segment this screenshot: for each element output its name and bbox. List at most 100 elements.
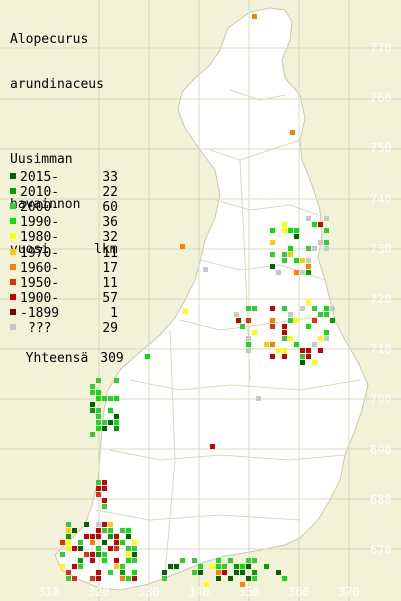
observation-marker bbox=[102, 558, 107, 563]
observation-marker bbox=[306, 300, 311, 305]
observation-marker bbox=[96, 528, 101, 533]
observation-marker bbox=[264, 342, 269, 347]
observation-marker bbox=[192, 558, 197, 563]
observation-marker bbox=[216, 576, 221, 581]
observation-marker bbox=[288, 246, 293, 251]
observation-marker bbox=[72, 546, 77, 551]
observation-marker bbox=[240, 324, 245, 329]
observation-marker bbox=[306, 216, 311, 221]
observation-marker bbox=[102, 552, 107, 557]
y-axis-label: 760 bbox=[370, 91, 392, 106]
observation-marker bbox=[246, 576, 251, 581]
x-axis-label: 340 bbox=[188, 585, 210, 599]
observation-marker bbox=[114, 378, 119, 383]
legend-label: 1960- bbox=[20, 260, 60, 276]
observation-marker bbox=[84, 534, 89, 539]
observation-marker bbox=[72, 576, 77, 581]
observation-marker bbox=[240, 564, 245, 569]
observation-marker bbox=[60, 564, 65, 569]
legend-row: 2010- 22 bbox=[10, 185, 118, 200]
legend-label: 1950- bbox=[20, 275, 60, 291]
observation-marker bbox=[162, 570, 167, 575]
observation-marker bbox=[132, 570, 137, 575]
observation-markers bbox=[60, 14, 335, 587]
observation-marker bbox=[318, 348, 323, 353]
observation-marker bbox=[78, 540, 83, 545]
x-axis-label: 330 bbox=[138, 585, 160, 599]
observation-marker bbox=[96, 426, 101, 431]
observation-marker bbox=[126, 528, 131, 533]
y-axis-label: 680 bbox=[370, 492, 392, 507]
observation-marker bbox=[132, 546, 137, 551]
observation-marker bbox=[90, 540, 95, 545]
observation-marker bbox=[282, 348, 287, 353]
legend-label: 2010- bbox=[20, 185, 60, 201]
observation-marker bbox=[203, 267, 208, 272]
observation-marker bbox=[256, 396, 261, 401]
observation-marker bbox=[132, 558, 137, 563]
observation-marker bbox=[90, 552, 95, 557]
observation-marker bbox=[108, 522, 113, 527]
observation-marker bbox=[108, 546, 113, 551]
observation-marker bbox=[96, 408, 101, 413]
observation-marker bbox=[252, 558, 257, 563]
observation-marker bbox=[66, 522, 71, 527]
observation-marker bbox=[102, 480, 107, 485]
observation-marker bbox=[78, 564, 83, 569]
observation-marker bbox=[270, 306, 275, 311]
legend-swatch bbox=[10, 188, 16, 195]
x-axis-label: 350 bbox=[238, 585, 260, 599]
legend-total-label: Yhteensä bbox=[25, 351, 89, 366]
observation-marker bbox=[312, 318, 317, 323]
observation-marker bbox=[324, 336, 329, 341]
observation-marker bbox=[246, 564, 251, 569]
y-axis-label: 720 bbox=[370, 292, 392, 306]
species-title-line1: Alopecurus bbox=[10, 32, 89, 47]
legend-count: 33 bbox=[102, 170, 118, 185]
y-axis-label: 730 bbox=[370, 241, 392, 256]
observation-marker bbox=[228, 558, 233, 563]
legend-swatch bbox=[10, 203, 16, 210]
observation-marker bbox=[294, 228, 299, 233]
legend-heading: Uusimman havainnon vuosi lkm bbox=[10, 122, 118, 272]
observation-marker bbox=[294, 234, 299, 239]
observation-marker bbox=[282, 228, 287, 233]
legend-row: 2015- 33 bbox=[10, 170, 118, 185]
observation-marker bbox=[324, 306, 329, 311]
x-axis-label: 370 bbox=[338, 585, 360, 599]
legend-swatch bbox=[10, 233, 16, 240]
observation-marker bbox=[252, 330, 257, 335]
observation-marker bbox=[240, 570, 245, 575]
legend-count: 17 bbox=[102, 260, 118, 276]
legend-row: 2000- 60 bbox=[10, 200, 118, 215]
observation-marker bbox=[204, 582, 209, 587]
observation-marker bbox=[306, 264, 311, 269]
observation-marker bbox=[282, 222, 287, 227]
observation-marker bbox=[270, 240, 275, 245]
observation-marker bbox=[246, 342, 251, 347]
observation-marker bbox=[126, 552, 131, 557]
legend-row: -1899 1 bbox=[10, 306, 118, 321]
legend-count: 22 bbox=[102, 185, 118, 201]
observation-marker bbox=[114, 558, 119, 563]
legend-heading-line1: Uusimman bbox=[10, 152, 73, 167]
observation-marker bbox=[96, 522, 101, 527]
legend-total-count: 309 bbox=[100, 351, 124, 366]
observation-marker bbox=[102, 522, 107, 527]
legend-row: 1960- 17 bbox=[10, 261, 118, 276]
x-axis-label: 320 bbox=[88, 585, 110, 599]
observation-marker bbox=[246, 306, 251, 311]
observation-marker bbox=[66, 570, 71, 575]
observation-marker bbox=[282, 324, 287, 329]
observation-marker bbox=[246, 558, 251, 563]
legend-label: ??? bbox=[28, 321, 52, 336]
legend-label: 2000- bbox=[20, 200, 60, 216]
observation-marker bbox=[120, 528, 125, 533]
observation-marker bbox=[288, 336, 293, 341]
observation-marker bbox=[282, 252, 287, 257]
legend-total: Yhteensä 309 bbox=[10, 336, 124, 366]
observation-marker bbox=[252, 576, 257, 581]
observation-marker bbox=[102, 396, 107, 401]
observation-marker bbox=[228, 576, 233, 581]
observation-marker bbox=[96, 480, 101, 485]
